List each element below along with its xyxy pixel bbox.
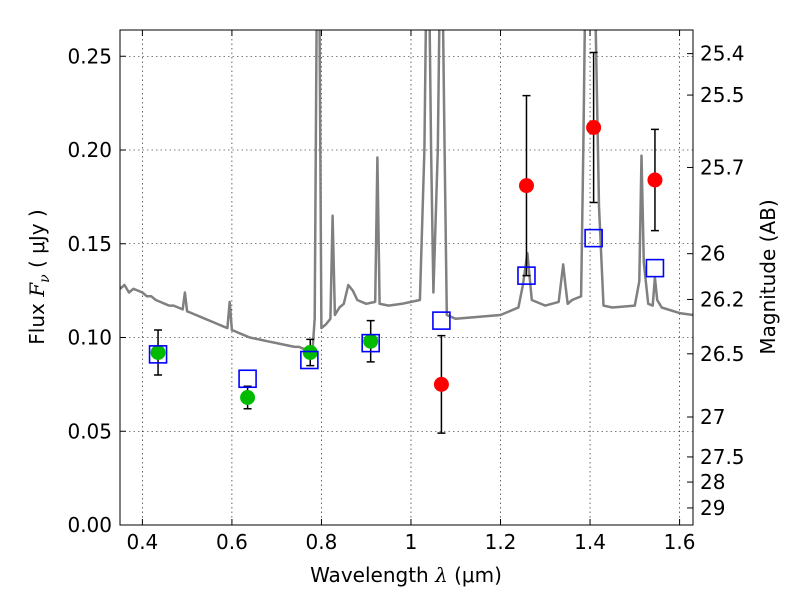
y2-tick-label: 28 [700,470,725,494]
y2-tick-label: 27 [700,405,725,429]
model-square-marker [645,258,665,278]
y-tick-label: 0.05 [67,419,112,443]
y-tick-label: 0.15 [67,232,112,256]
data-point-marker [363,333,379,349]
model-square-marker [148,345,168,364]
y2-axis-label: Magnitude (AB) [756,199,780,354]
x-tick-label: 0.4 [126,530,158,554]
y2-tick-label: 25.5 [700,83,745,107]
y-axis-label: Flux Fν ( μJy ) [25,209,53,344]
tick-layer: 0.4 0.6 0.8 1 1.2 1.4 1.6 0.00 0.05 0.10 0.15 0.20 0… [67,30,745,554]
spectrum-line-layer [120,30,693,352]
grid [120,30,693,526]
marker-layer [148,120,665,405]
model-square-marker [432,311,451,330]
plot-frame [119,29,694,526]
x-axis-label: Wavelength λ (μm) [310,563,502,587]
x-tick-label: 1.6 [664,530,696,554]
data-point-marker [433,376,449,392]
y-tick-label: 0.10 [67,326,112,350]
y-tick-label: 0.00 [67,513,112,537]
data-point-marker [302,345,318,360]
data-point-marker [150,345,166,360]
model-square-marker [517,266,536,285]
x-tick-label: 1.4 [574,530,606,554]
data-point-marker [586,120,602,135]
model-square-marker [361,333,380,353]
y2-tick-label: 26.2 [700,287,745,311]
x-tick-label: 0.8 [306,530,338,554]
x-tick-label: 1.2 [485,530,517,554]
y-tick-label: 0.25 [67,44,112,68]
model-square-marker [238,369,257,389]
data-point-marker [240,390,256,405]
model-square-marker [584,228,603,248]
y2-tick-label: 25.7 [700,155,745,179]
y2-tick-label: 25.4 [700,42,745,66]
y2-tick-label: 29 [700,496,725,520]
y2-tick-label: 26.5 [700,342,745,366]
data-point-marker [647,172,663,188]
y2-tick-label: 26 [700,242,725,266]
data-point-marker [518,178,534,194]
spectrum-line [120,30,693,352]
model-square-marker [300,350,319,370]
y2-tick-label: 27.5 [700,445,745,469]
y-tick-label: 0.20 [67,138,112,162]
x-tick-label: 0.6 [216,530,248,554]
x-tick-label: 1 [405,530,418,554]
